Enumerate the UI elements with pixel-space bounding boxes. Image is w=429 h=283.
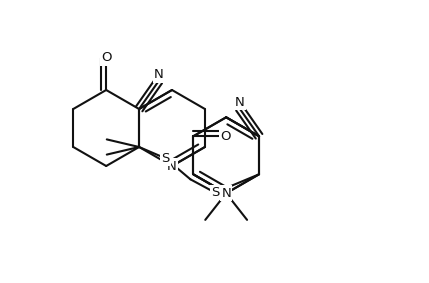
Text: S: S: [211, 186, 219, 199]
Text: N: N: [221, 187, 231, 200]
Text: O: O: [101, 51, 112, 64]
Text: N: N: [235, 96, 245, 109]
Text: N: N: [154, 68, 163, 82]
Text: N: N: [167, 160, 177, 173]
Text: S: S: [161, 152, 170, 165]
Text: O: O: [221, 130, 231, 143]
